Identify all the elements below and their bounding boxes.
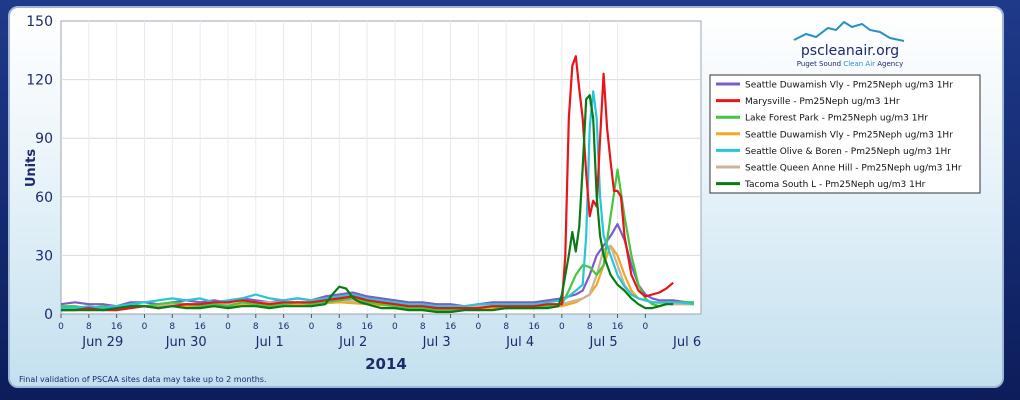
legend-box: [709, 74, 981, 194]
day-label: Jun 29: [81, 335, 123, 350]
chart-panel: pscleanair.org Puget Sound Clean Air Age…: [8, 6, 1004, 388]
legend-entry: Seattle Olive & Boren - Pm25Neph ug/m3 1…: [745, 147, 951, 157]
x-tick-label: 8: [420, 322, 426, 332]
x-tick-label: 16: [111, 322, 123, 332]
x-axis: 0 8 16 0 8 16 0 8 16 0 8 16 0 8 16 0 8 16 0 8 16 0 Jun 29 Jun 3…: [58, 314, 701, 350]
grid: [61, 21, 701, 314]
series-line: [60, 223, 694, 308]
logo-tagline-part2: Clean Air: [843, 60, 875, 68]
x-tick-label: 16: [445, 322, 457, 332]
day-label: Jun 30: [165, 335, 207, 350]
x-tick-label: 8: [169, 322, 175, 332]
x-tick-label: 8: [253, 322, 259, 332]
series-line: [61, 90, 695, 310]
legend-entry: Seattle Duwamish Vly - Pm25Neph ug/m3 1H…: [745, 130, 953, 140]
legend-entry: Tacoma South L - Pm25Neph ug/m3 1Hr: [744, 180, 926, 190]
day-label: Jul 5: [589, 335, 618, 350]
logo-tagline-part3: Agency: [875, 60, 903, 68]
logo: pscleanair.org Puget Sound Clean Air Age…: [793, 20, 905, 68]
x-tick-label: 16: [278, 322, 290, 332]
x-tick-label: 0: [476, 322, 482, 332]
legend-entry: Marysville - Pm25Neph ug/m3 1Hr: [745, 97, 900, 107]
y-tick-label: 0: [44, 307, 53, 323]
x-tick-label: 0: [225, 322, 231, 332]
x-tick-label: 8: [503, 322, 509, 332]
x-tick-label: 0: [642, 322, 648, 332]
x-tick-label: 0: [559, 322, 565, 332]
logo-name: pscleanair.org: [801, 43, 899, 59]
legend-entry: Seattle Queen Anne Hill - Pm25Neph ug/m3…: [745, 164, 962, 174]
y-tick-label: 120: [26, 73, 53, 89]
footnote: Final validation of PSCAA sites data may…: [19, 375, 266, 384]
y-tick-label: 30: [35, 248, 53, 264]
chart-svg: pscleanair.org Puget Sound Clean Air Age…: [19, 14, 981, 384]
y-tick-label: 90: [35, 131, 53, 147]
day-label: Jul 2: [338, 335, 367, 350]
day-label: Jul 6: [672, 335, 701, 350]
legend-entry: Lake Forest Park - Pm25Neph ug/m3 1Hr: [745, 114, 928, 124]
day-label: Jul 4: [505, 335, 534, 350]
x-tick-label: 8: [336, 322, 342, 332]
x-tick-label: 16: [612, 322, 624, 332]
y-tick-label: 150: [26, 14, 53, 30]
plot-area: [60, 20, 702, 315]
y-tick-label: 60: [35, 190, 53, 206]
x-tick-label: 16: [361, 322, 373, 332]
mountain-logo-icon: [793, 20, 905, 42]
legend-entry: Seattle Duwamish Vly - Pm25Neph ug/m3 1H…: [745, 81, 953, 91]
logo-tagline-part1: Puget Sound: [797, 60, 844, 68]
series-line: [61, 94, 674, 314]
legend: Seattle Duwamish Vly - Pm25Neph ug/m3 1H…: [709, 74, 981, 194]
series-line: [61, 55, 674, 312]
logo-tagline: Puget Sound Clean Air Agency: [797, 60, 903, 68]
day-label: Jul 3: [422, 335, 451, 350]
y-axis-label: Units: [24, 149, 39, 187]
x-tick-label: 8: [86, 322, 92, 332]
day-label: Jul 1: [255, 335, 284, 350]
x-tick-label: 8: [587, 322, 593, 332]
x-tick-label: 0: [58, 322, 64, 332]
x-tick-label: 0: [309, 322, 315, 332]
y-axis: 0 30 60 90 120 150: [26, 14, 53, 323]
x-tick-label: 16: [528, 322, 540, 332]
x-tick-label: 0: [392, 322, 398, 332]
x-axis-label: 2014: [365, 355, 407, 373]
x-tick-label: 0: [142, 322, 148, 332]
series-group: [60, 55, 695, 314]
x-tick-label: 16: [194, 322, 206, 332]
